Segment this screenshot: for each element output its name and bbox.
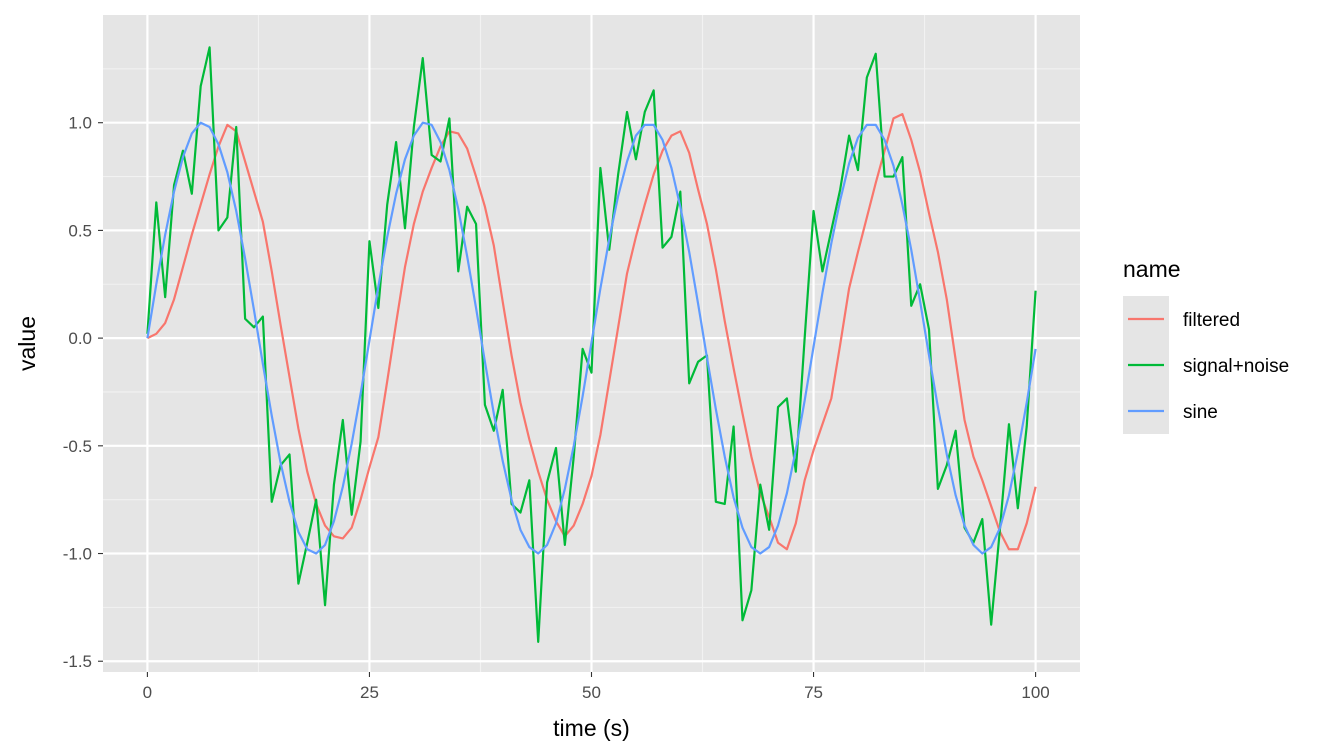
legend: name filtered signal+noise sine	[1123, 256, 1289, 434]
y-tick-label: -1.5	[63, 652, 92, 671]
y-tick-label: -0.5	[63, 437, 92, 456]
x-tick-label: 0	[143, 683, 152, 702]
x-tick-label: 75	[804, 683, 823, 702]
series-line-signal-noise	[146, 46, 1037, 643]
y-tick-label: -1.0	[63, 545, 92, 564]
legend-title: name	[1123, 256, 1181, 282]
x-tick-label: 50	[582, 683, 601, 702]
x-tick-label: 100	[1021, 683, 1049, 702]
series-line-sine	[146, 121, 1037, 555]
y-axis-title: value	[14, 316, 40, 371]
legend-label: sine	[1183, 402, 1218, 423]
y-tick-label: 0.0	[68, 329, 92, 348]
series-layer	[146, 46, 1037, 643]
legend-items: filtered signal+noise sine	[1123, 296, 1289, 434]
legend-label: signal+noise	[1183, 356, 1289, 377]
series-line-filtered	[146, 112, 1037, 551]
legend-label: filtered	[1183, 310, 1240, 331]
y-tick-label: 0.5	[68, 221, 92, 240]
x-tick-label: 25	[360, 683, 379, 702]
x-axis-title: time (s)	[553, 715, 630, 741]
y-tick-label: 1.0	[68, 114, 92, 133]
axes-layer: 0 25 50 75 100 -1.5 -1.0 -0.5 0.0 0.5 1.0	[63, 114, 1050, 702]
